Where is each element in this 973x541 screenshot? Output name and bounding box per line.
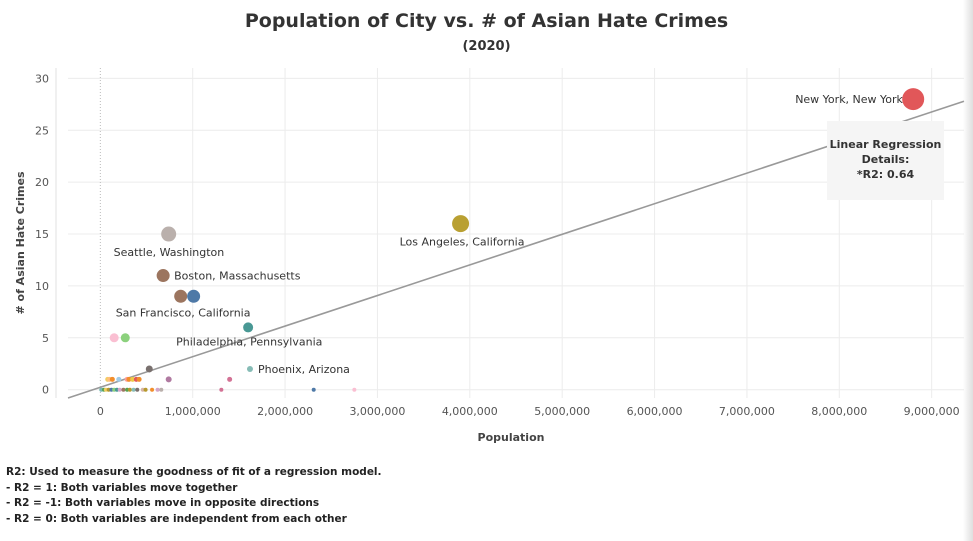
y-tick-label: 30 <box>35 72 49 85</box>
y-tick-label: 20 <box>35 176 49 189</box>
x-tick-label: 1,000,000 <box>165 405 221 418</box>
y-tick-label: 15 <box>35 228 49 241</box>
regression-heading-details: Details: <box>861 153 910 166</box>
y-tick-label: 10 <box>35 280 49 293</box>
data-point <box>116 376 122 382</box>
regression-line-group <box>67 100 965 399</box>
regression-heading: Linear Regression <box>829 138 942 151</box>
data-point <box>106 387 111 392</box>
data-point <box>121 387 126 392</box>
data-point <box>902 88 925 111</box>
footnote-line: R2: Used to measure the goodness of fit … <box>6 466 382 478</box>
data-label: San Francisco, California <box>116 306 251 319</box>
data-label: Phoenix, Arizona <box>258 363 350 376</box>
data-point <box>156 269 170 283</box>
chart-title: Population of City vs. # of Asian Hate C… <box>244 10 729 32</box>
grid <box>68 68 964 398</box>
y-tick-label: 0 <box>42 384 49 397</box>
data-point <box>243 322 254 333</box>
footnote-line: - R2 = 0: Both variables are independent… <box>6 512 347 525</box>
regression-r2-value: *R2: 0.64 <box>856 168 915 181</box>
data-point <box>125 387 130 392</box>
data-point <box>165 376 172 383</box>
footnote-line: - R2 = 1: Both variables move together <box>6 481 238 494</box>
y-tick-label: 25 <box>35 124 49 137</box>
data-label: New York, New York <box>795 93 903 106</box>
x-tick-label: 7,000,000 <box>719 405 775 418</box>
data-point <box>130 376 136 382</box>
data-point <box>219 387 224 392</box>
data-point <box>127 387 132 392</box>
axes: 0 5 10 15 20 25 30 0 1,000,000 2,000,000 3,000,000… <box>14 68 960 444</box>
x-tick-label: 8,000,000 <box>811 405 867 418</box>
x-tick-label: 2,000,000 <box>257 405 313 418</box>
data-point <box>174 289 188 303</box>
data-point <box>120 333 130 343</box>
data-point <box>136 376 142 382</box>
regression-line <box>67 100 965 399</box>
data-point <box>145 365 153 373</box>
x-tick-label: 6,000,000 <box>627 405 683 418</box>
data-point <box>352 387 357 392</box>
data-point <box>161 226 177 242</box>
data-point <box>131 387 136 392</box>
data-label: Seattle, Washington <box>114 246 225 259</box>
x-tick-label: 5,000,000 <box>534 405 590 418</box>
data-point <box>227 376 233 382</box>
data-point <box>112 387 117 392</box>
data-point <box>103 387 108 392</box>
x-axis-title: Population <box>478 431 545 444</box>
window-edge-shadow <box>963 0 973 541</box>
y-tick-label: 5 <box>42 332 49 345</box>
data-point <box>126 376 132 382</box>
y-axis-title: # of Asian Hate Crimes <box>14 171 27 315</box>
data-label: Boston, Massachusetts <box>174 270 301 283</box>
data-point <box>99 387 104 392</box>
footnote: R2: Used to measure the goodness of fit … <box>6 465 382 527</box>
data-point <box>159 387 164 392</box>
data-point <box>140 387 145 392</box>
x-tick-label: 9,000,000 <box>904 405 960 418</box>
data-label: Los Angeles, California <box>400 236 525 249</box>
data-point <box>187 289 201 303</box>
x-tick-label: 0 <box>97 405 104 418</box>
data-point <box>143 387 148 392</box>
point-labels: New York, New York Los Angeles, Californi… <box>114 93 904 376</box>
x-tick-label: 3,000,000 <box>349 405 405 418</box>
data-point <box>311 387 316 392</box>
data-point <box>109 387 114 392</box>
x-tick-label: 4,000,000 <box>442 405 498 418</box>
data-point <box>135 387 140 392</box>
footnote-line: - R2 = -1: Both variables move in opposi… <box>6 497 320 509</box>
data-point <box>109 376 115 382</box>
data-point <box>150 387 155 392</box>
data-point <box>452 215 470 233</box>
data-point <box>117 387 122 392</box>
data-points <box>99 88 925 392</box>
data-point <box>109 333 119 343</box>
data-label: Philadelphia, Pennsylvania <box>176 335 322 348</box>
data-point <box>114 387 119 392</box>
data-point <box>246 365 253 372</box>
data-point <box>155 387 160 392</box>
chart-subtitle: (2020) <box>462 39 511 54</box>
regression-details-box: Linear Regression Details: *R2: 0.64 <box>827 121 944 200</box>
